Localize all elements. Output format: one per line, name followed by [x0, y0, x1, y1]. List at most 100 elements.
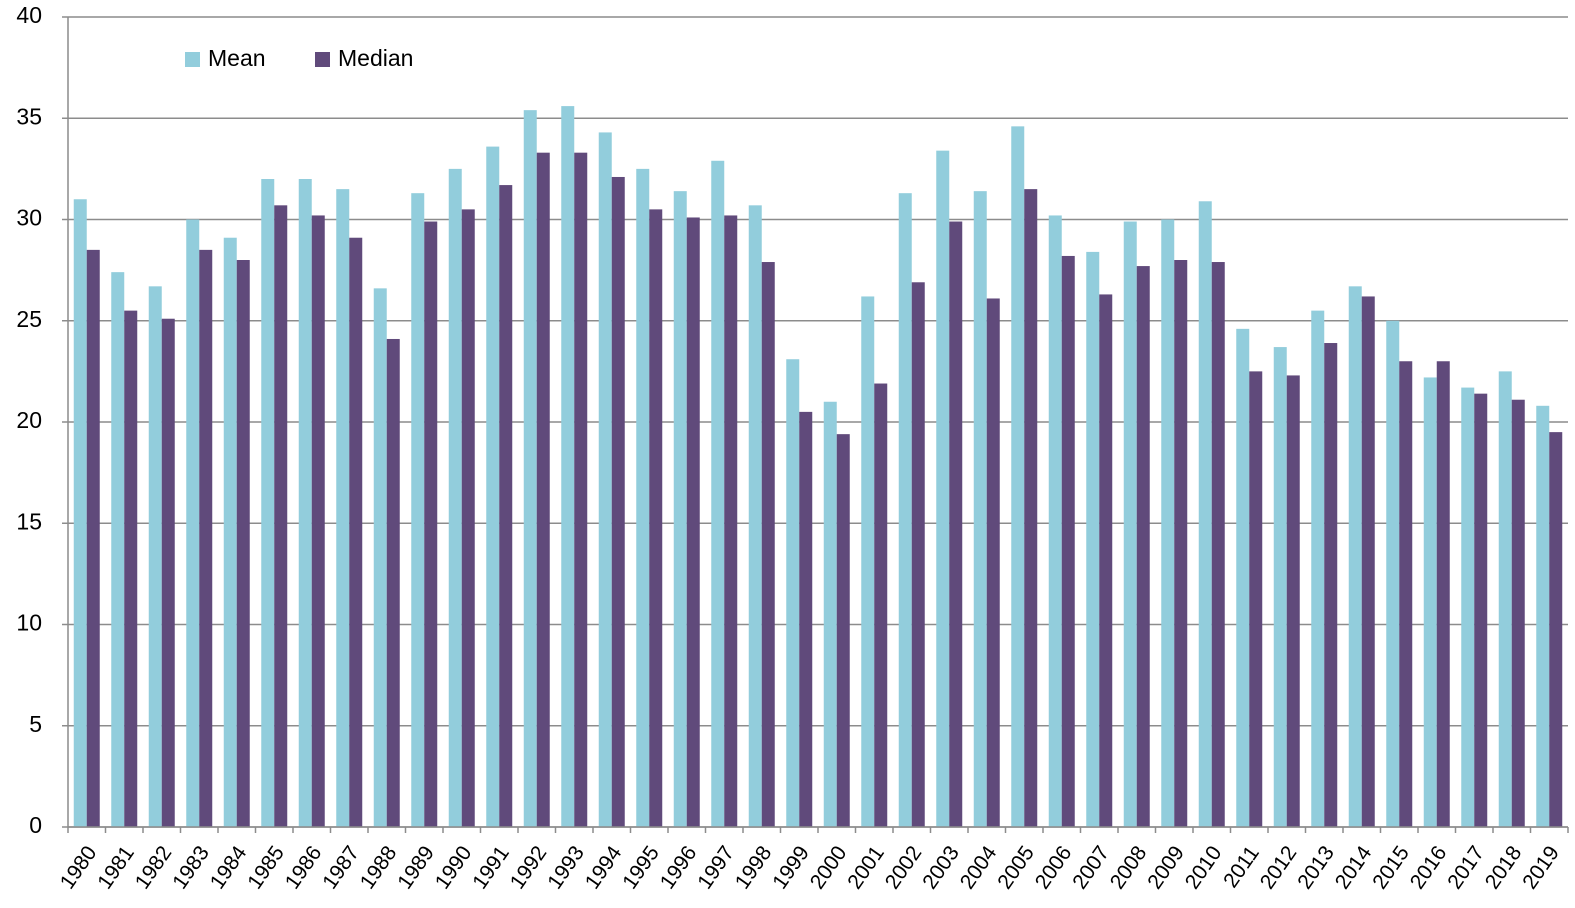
bar [1324, 343, 1338, 827]
bar [274, 205, 288, 827]
legend-swatch [315, 52, 330, 67]
bar [636, 168, 650, 827]
bar [386, 338, 400, 827]
bar [1123, 221, 1137, 827]
x-tick-label: 1985 [243, 842, 289, 893]
bar [186, 219, 200, 827]
bar [1048, 215, 1062, 827]
bar [486, 146, 500, 828]
bar [561, 106, 575, 828]
bar [1161, 219, 1175, 827]
x-tick-label: 1980 [56, 842, 102, 893]
x-tick-label: 2005 [993, 842, 1039, 893]
bar [973, 191, 987, 827]
x-tick-label: 2011 [1219, 842, 1264, 892]
bar [1174, 260, 1188, 827]
bar [461, 209, 475, 827]
x-tick-label: 1995 [618, 842, 664, 893]
x-tick-label: 1999 [768, 842, 814, 893]
x-tick-label: 1996 [656, 842, 702, 893]
legend-swatch [185, 52, 200, 67]
bar [1086, 251, 1100, 827]
y-tick-label: 10 [16, 610, 42, 636]
bar [1061, 255, 1075, 827]
y-tick-label: 35 [16, 103, 42, 129]
x-tick-label: 2002 [881, 842, 927, 893]
x-tick-label: 2008 [1106, 842, 1152, 893]
bar [748, 205, 762, 827]
bar [1286, 375, 1300, 827]
bar [373, 288, 387, 828]
x-tick-label: 2000 [806, 842, 852, 893]
x-tick-label: 1984 [206, 842, 252, 894]
bar [724, 215, 738, 827]
bar [148, 286, 162, 827]
x-tick-label: 1982 [131, 842, 177, 893]
bar [111, 272, 125, 827]
bar [1136, 266, 1150, 827]
y-tick-label: 15 [16, 508, 42, 534]
bar [898, 193, 912, 828]
bar [1311, 310, 1325, 827]
bar [861, 296, 875, 827]
bar [686, 217, 700, 828]
x-tick-label: 2017 [1443, 842, 1489, 893]
x-tick-label: 1988 [356, 842, 402, 893]
x-tick-label: 1994 [581, 842, 627, 894]
bar [874, 383, 888, 827]
bar [936, 150, 950, 827]
bar [949, 221, 963, 827]
x-tick-label: 1992 [506, 842, 552, 893]
x-tick-label: 2013 [1293, 842, 1339, 893]
bar [673, 191, 687, 827]
bar [1024, 189, 1038, 827]
bar [411, 193, 425, 828]
y-tick-label: 25 [16, 306, 42, 332]
x-tick-label: 2014 [1331, 842, 1377, 894]
bar [448, 168, 462, 827]
bar [1249, 371, 1263, 827]
bar [1536, 405, 1550, 827]
bar [261, 179, 275, 827]
bar [611, 176, 625, 828]
x-tick-label: 1997 [693, 842, 739, 893]
bar [161, 318, 175, 827]
bar [1361, 296, 1375, 827]
x-tick-label: 1998 [731, 842, 777, 893]
bar [1399, 361, 1413, 827]
bar [499, 185, 513, 827]
bar [1198, 201, 1212, 827]
bar [823, 401, 837, 827]
x-tick-label: 2010 [1181, 842, 1227, 893]
bar [786, 359, 800, 827]
x-tick-label: 1993 [543, 842, 589, 893]
bar [223, 237, 237, 828]
bar [598, 132, 612, 828]
legend-label: Median [338, 45, 413, 71]
y-tick-label: 5 [29, 711, 42, 737]
bar [199, 249, 213, 827]
bar [799, 411, 813, 827]
bar [1498, 371, 1512, 827]
bar [536, 152, 550, 828]
x-tick-label: 2009 [1143, 842, 1189, 893]
bar [911, 282, 925, 827]
y-tick-label: 20 [16, 407, 42, 433]
bar [1236, 328, 1250, 827]
bar [649, 209, 663, 827]
x-tick-label: 2019 [1518, 842, 1564, 893]
x-tick-label: 2004 [956, 842, 1002, 894]
bar [124, 310, 138, 827]
bar [1549, 432, 1563, 827]
bar [86, 249, 100, 827]
bar [986, 298, 1000, 828]
legend-label: Mean [208, 45, 266, 71]
x-tick-label: 1983 [168, 842, 214, 893]
x-tick-label: 1990 [431, 842, 477, 893]
x-tick-label: 1989 [393, 842, 439, 893]
bar [298, 179, 312, 827]
bar [1348, 286, 1362, 827]
bar [1461, 387, 1475, 827]
bar [1474, 393, 1488, 827]
